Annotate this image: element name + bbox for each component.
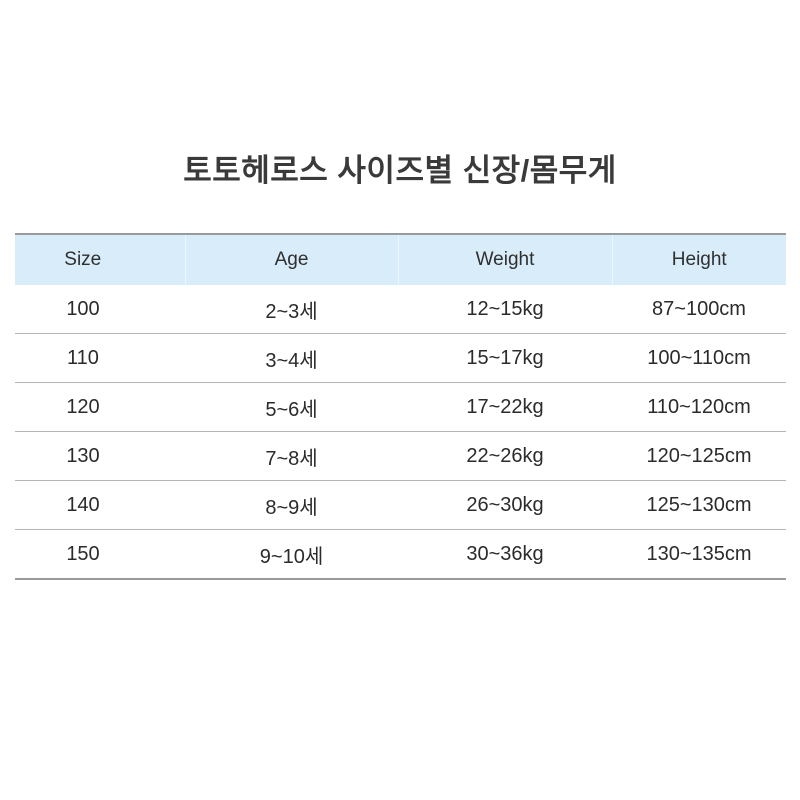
cell-weight: 15~17kg (398, 333, 612, 383)
table-body: 100 2~3세 12~15kg 87~100cm 110 3~4세 15~17… (15, 285, 786, 579)
cell-age: 7~8세 (185, 431, 398, 481)
cell-size: 130 (15, 431, 185, 481)
cell-height: 125~130cm (612, 480, 786, 530)
cell-age: 5~6세 (185, 382, 398, 432)
table-row: 150 9~10세 30~36kg 130~135cm (15, 529, 786, 579)
page-title: 토토헤로스 사이즈별 신장/몸무게 (183, 153, 617, 188)
cell-size: 140 (15, 480, 185, 530)
column-header-height: Height (612, 234, 786, 285)
table-row: 140 8~9세 26~30kg 125~130cm (15, 480, 786, 530)
column-header-age: Age (185, 234, 399, 285)
table-row: 100 2~3세 12~15kg 87~100cm (15, 285, 786, 334)
cell-weight: 17~22kg (398, 382, 612, 432)
cell-weight: 22~26kg (398, 431, 612, 481)
cell-height: 87~100cm (612, 285, 786, 334)
table-row: 120 5~6세 17~22kg 110~120cm (15, 382, 786, 432)
table-header: Size Age Weight Height (15, 234, 786, 285)
cell-size: 120 (15, 382, 185, 432)
cell-age: 8~9세 (185, 480, 398, 530)
page-title-container: 토토헤로스 사이즈별 신장/몸무게 (0, 152, 800, 189)
column-header-size: Size (15, 234, 186, 285)
cell-age: 2~3세 (185, 285, 398, 334)
cell-height: 100~110cm (612, 333, 786, 383)
cell-age: 9~10세 (185, 529, 398, 579)
cell-age: 3~4세 (185, 333, 398, 383)
cell-size: 150 (15, 529, 185, 579)
cell-weight: 12~15kg (398, 285, 612, 334)
size-chart-table: Size Age Weight Height 100 2~3세 12~15kg … (15, 233, 786, 580)
cell-weight: 30~36kg (398, 529, 612, 579)
cell-height: 110~120cm (612, 382, 786, 432)
table-row: 110 3~4세 15~17kg 100~110cm (15, 333, 786, 383)
cell-size: 110 (15, 333, 185, 383)
cell-size: 100 (15, 285, 185, 334)
table-row: 130 7~8세 22~26kg 120~125cm (15, 431, 786, 481)
table-header-row: Size Age Weight Height (15, 234, 786, 285)
cell-weight: 26~30kg (398, 480, 612, 530)
cell-height: 130~135cm (612, 529, 786, 579)
column-header-weight: Weight (398, 234, 613, 285)
cell-height: 120~125cm (612, 431, 786, 481)
